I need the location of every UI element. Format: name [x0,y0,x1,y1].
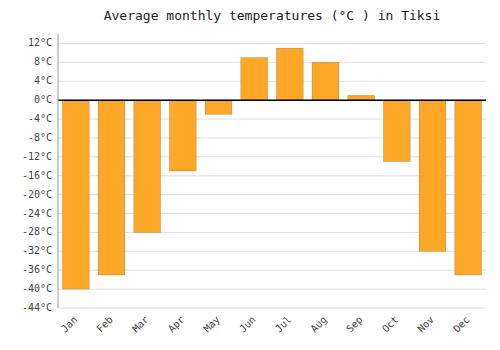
x-tick-label: Apr [166,314,187,335]
chart-svg: Average monthly temperatures (°C ) in Ti… [0,0,500,350]
x-tick-label: Feb [94,314,115,335]
grid-line [58,308,486,309]
x-tick-label: Aug [308,314,329,335]
bar [205,100,232,114]
bar [98,100,125,275]
y-tick-label: 4°C [34,75,52,86]
grid-line [58,43,486,44]
bar [383,100,410,161]
y-tick-label: -16°C [22,170,52,181]
x-tick-label: Jul [273,314,294,335]
bar [62,100,89,289]
y-tick-label: -8°C [28,132,52,143]
bar [134,100,161,232]
y-tick-label: -4°C [28,113,52,124]
y-tick-label: -40°C [22,283,52,294]
bar [241,58,268,101]
x-tick-label: Mar [130,314,151,335]
y-tick-label: -12°C [22,151,52,162]
grid-line [58,81,486,82]
x-tick-label: Oct [380,314,401,335]
bar [276,48,303,100]
grid-line [58,289,486,290]
bar [169,100,196,171]
x-tick-label: Sep [344,314,365,335]
x-tick-label: May [201,314,222,335]
y-tick-label: 12°C [28,37,52,48]
bar [455,100,482,275]
y-tick-label: 8°C [34,56,52,67]
y-tick-label: 0°C [34,94,52,105]
chart-container: Average monthly temperatures (°C ) in Ti… [0,0,500,350]
zero-line [58,99,486,101]
y-axis-line [58,34,59,308]
y-tick-label: -20°C [22,189,52,200]
y-tick-label: -36°C [22,264,52,275]
y-tick-label: -44°C [22,302,52,313]
grid [58,43,486,308]
x-tick-label: Jan [59,314,80,335]
grid-line [58,100,486,101]
x-tick-label: Jun [237,314,258,335]
y-tick-label: -28°C [22,226,52,237]
x-tick-label: Dec [451,314,472,335]
y-tick-label: -32°C [22,245,52,256]
bar [419,100,446,251]
grid-line [58,62,486,63]
x-tick-label: Nov [415,314,436,335]
title: Average monthly temperatures (°C ) in Ti… [104,8,441,23]
bar [312,62,339,100]
bars [58,48,486,289]
y-tick-label: -24°C [22,208,52,219]
